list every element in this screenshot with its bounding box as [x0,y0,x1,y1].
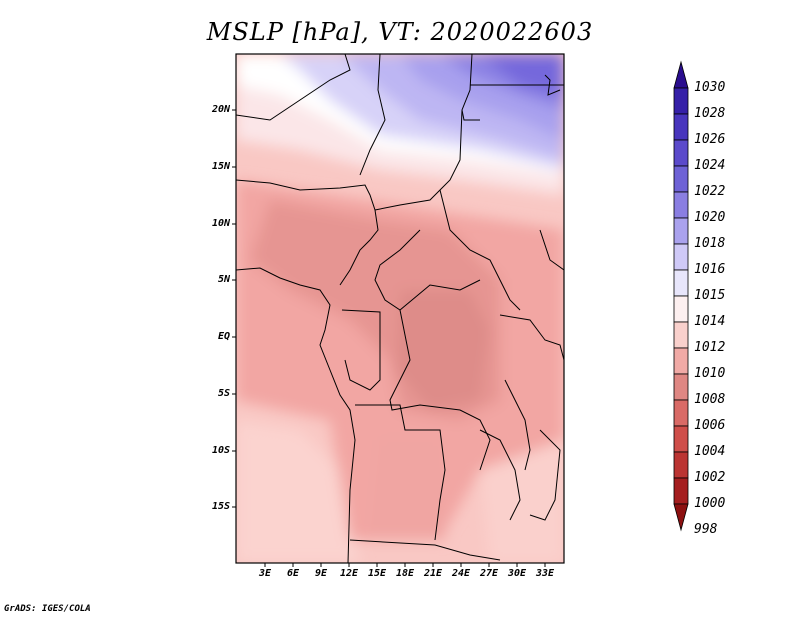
colorbar-label: 1028 [694,106,726,121]
lat-ticks [232,109,236,508]
colorbar-swatch [673,295,689,323]
colorbar-swatch [673,165,689,193]
lat-label: EQ [217,331,230,342]
colorbar-swatch [673,347,689,375]
lat-label: 5N [217,274,230,285]
colorbar-swatch [673,451,689,479]
colorbar-label: 1002 [694,470,726,485]
colorbar-label: 1018 [694,236,726,251]
colorbar-swatch [673,269,689,297]
lon-label: 30E [507,568,527,579]
colorbar-swatch [673,373,689,401]
map-title: MSLP [hPa], VT: 2020022603 [206,18,594,46]
colorbar-swatch [673,217,689,245]
lon-label: 12E [339,568,359,579]
lon-ticks [264,563,546,567]
colorbar-label: 1012 [694,340,726,355]
colorbar-label: 1030 [694,80,726,95]
colorbar-swatch [673,243,689,271]
colorbar-label: 998 [694,522,718,537]
lon-label: 6E [286,568,300,579]
colorbar-swatch [673,477,689,505]
colorbar-label: 1008 [694,392,726,407]
colorbar-swatch [673,191,689,219]
colorbar-swatch [673,425,689,453]
colorbar-label: 1015 [694,288,726,303]
colorbar-arrow-bottom [673,503,689,532]
colorbar-label: 1026 [694,132,726,147]
lon-label: 3E [258,568,272,579]
colorbar-label: 1024 [694,158,726,173]
lon-label: 15E [367,568,387,579]
lon-label: 9E [314,568,328,579]
lon-label: 27E [479,568,499,579]
lat-label: 15N [211,161,230,172]
lat-label: 20N [211,104,230,115]
colorbar [673,60,689,532]
lat-label: 5S [217,388,230,399]
colorbar-label: 1020 [694,210,726,225]
map-frame [235,53,565,564]
grads-credit: GrADS: IGES/COLA [4,604,91,614]
pressure-field [236,54,564,563]
colorbar-swatch [673,399,689,427]
colorbar-swatch [673,113,689,141]
lat-label: 10N [211,218,230,229]
lon-label: 33E [535,568,555,579]
lon-label: 24E [451,568,471,579]
colorbar-label: 1022 [694,184,726,199]
colorbar-swatch [673,321,689,349]
colorbar-label: 1004 [694,444,726,459]
colorbar-label: 1016 [694,262,726,277]
lon-label: 21E [423,568,443,579]
lat-label: 10S [211,445,230,456]
lat-label: 15S [211,501,230,512]
country-borders [236,54,564,563]
colorbar-label: 1006 [694,418,726,433]
colorbar-label: 1014 [694,314,726,329]
colorbar-arrow-top [673,60,689,89]
colorbar-label: 1000 [694,496,726,511]
colorbar-swatch [673,139,689,167]
colorbar-swatch [673,87,689,115]
colorbar-label: 1010 [694,366,726,381]
lon-label: 18E [395,568,415,579]
